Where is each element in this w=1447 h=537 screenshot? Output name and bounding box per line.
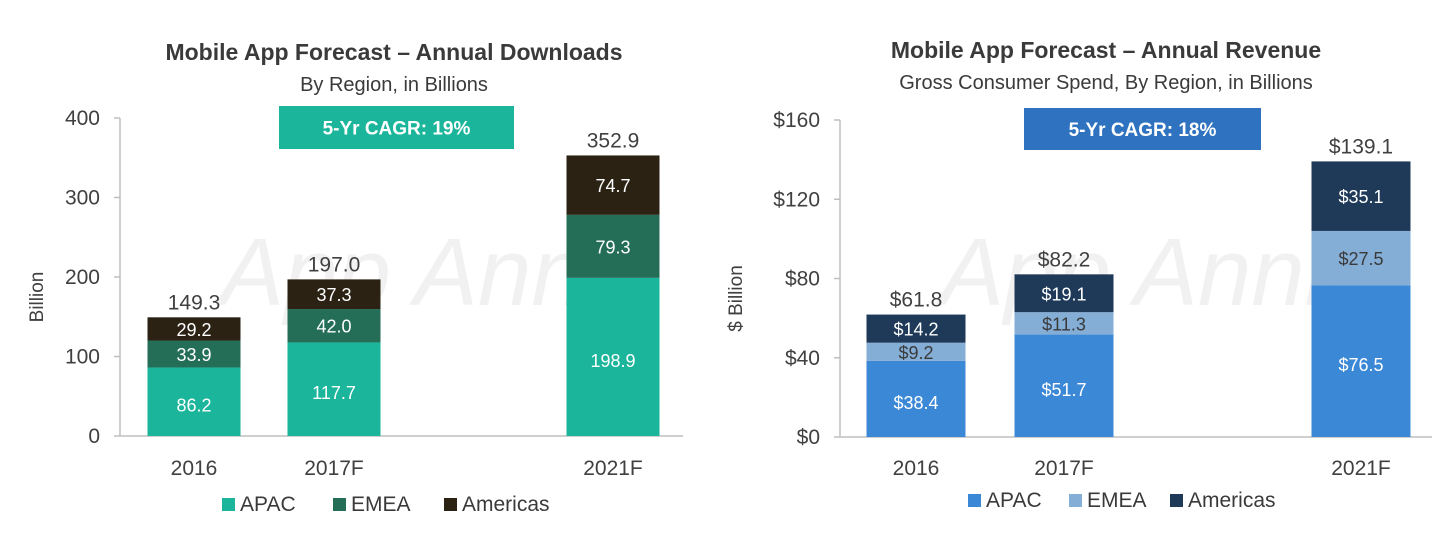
bar-segment-americas-2017f <box>1014 274 1114 313</box>
y-axis-label: Billion <box>27 272 48 323</box>
bar-segment-americas-2016 <box>866 314 966 343</box>
bar-value-label: 79.3 <box>595 237 630 257</box>
y-tick-label: 200 <box>65 266 100 289</box>
bar-segment-emea-2016 <box>147 340 241 368</box>
y-tick-label: 0 <box>88 425 100 448</box>
bar-value-label: 198.9 <box>590 351 635 371</box>
bar-value-label: 117.7 <box>312 383 356 403</box>
bar-segment-emea-2016 <box>866 342 966 361</box>
bar-value-label: 74.7 <box>595 176 630 196</box>
x-category-label: 2016 <box>171 457 218 480</box>
x-category-label: 2021F <box>583 457 643 480</box>
x-category-label: 2016 <box>893 457 940 480</box>
legend-label-emea: EMEA <box>351 493 411 516</box>
bar-segment-emea-2021f <box>566 214 660 278</box>
legend-label-apac: APAC <box>240 493 296 516</box>
legend-swatch-emea <box>1069 494 1082 507</box>
bar-segment-emea-2017f <box>1014 312 1114 335</box>
bar-total-label: $82.2 <box>1038 248 1091 271</box>
x-category-label: 2017F <box>304 457 364 480</box>
bar-total-label: $61.8 <box>890 289 943 312</box>
legend-label-emea: EMEA <box>1087 489 1147 512</box>
bar-value-label: 86.2 <box>176 396 211 416</box>
legend-swatch-americas <box>444 498 457 511</box>
bar-value-label: 37.3 <box>316 285 351 305</box>
bar-value-label: $38.4 <box>893 393 938 413</box>
bar-value-label: 29.2 <box>176 320 211 340</box>
chart-subtitle: Gross Consumer Spend, By Region, in Bill… <box>899 72 1313 94</box>
y-tick-label: 300 <box>65 187 100 210</box>
bar-total-label: $139.1 <box>1329 135 1393 158</box>
legend-label-americas: Americas <box>462 493 550 516</box>
bar-segment-americas-2016 <box>147 317 241 341</box>
bar-value-label: $51.7 <box>1041 380 1086 400</box>
y-axis-label: $ Billion <box>726 265 747 332</box>
y-tick-label: $80 <box>785 268 820 291</box>
bar-value-label: $76.5 <box>1338 355 1383 375</box>
bar-total-label: 352.9 <box>587 129 640 152</box>
y-tick-label: 400 <box>65 107 100 130</box>
bar-value-label: $27.5 <box>1338 249 1383 269</box>
legend-swatch-apac <box>968 494 981 507</box>
y-tick-label: $160 <box>773 109 820 132</box>
bar-segment-apac-2016 <box>866 360 966 437</box>
bar-segment-apac-2017f <box>1014 334 1114 437</box>
cagr-badge <box>1024 108 1261 150</box>
chart-subtitle: By Region, in Billions <box>300 74 488 96</box>
bar-segment-apac-2021f <box>1311 285 1411 437</box>
bar-value-label: $35.1 <box>1338 187 1383 207</box>
bar-value-label: $14.2 <box>893 320 938 340</box>
watermark-text: App Annie <box>935 219 1379 326</box>
bar-segment-emea-2021f <box>1311 230 1411 286</box>
legend-swatch-americas <box>1170 494 1183 507</box>
bar-segment-americas-2017f <box>287 279 381 310</box>
bar-segment-apac-2016 <box>147 367 241 436</box>
cagr-badge-label: 5-Yr CAGR: 19% <box>323 119 471 140</box>
bar-segment-americas-2021f <box>1311 161 1411 231</box>
bar-value-label: $9.2 <box>898 343 933 363</box>
bar-segment-apac-2021f <box>566 277 660 436</box>
bar-value-label: $19.1 <box>1041 284 1086 304</box>
legend-swatch-apac <box>222 498 235 511</box>
bar-segment-americas-2021f <box>566 155 660 215</box>
chart-panel-revenue: App Annie Mobile App Forecast – Annual Re… <box>726 37 1432 512</box>
cagr-badge-label: 5-Yr CAGR: 18% <box>1069 120 1217 141</box>
legend-label-americas: Americas <box>1188 489 1276 512</box>
chart-title: Mobile App Forecast – Annual Downloads <box>165 39 622 65</box>
bar-value-label: 42.0 <box>316 317 351 337</box>
chart-title: Mobile App Forecast – Annual Revenue <box>891 37 1321 63</box>
bar-value-label: 33.9 <box>176 345 211 365</box>
y-tick-label: $0 <box>797 426 820 449</box>
x-category-label: 2021F <box>1331 457 1391 480</box>
legend-swatch-emea <box>333 498 346 511</box>
bar-segment-apac-2017f <box>287 342 381 436</box>
bar-value-label: $11.3 <box>1042 314 1086 334</box>
y-tick-label: 100 <box>65 346 100 369</box>
bar-segment-emea-2017f <box>287 309 381 343</box>
bar-total-label: 149.3 <box>168 291 221 314</box>
legend-label-apac: APAC <box>986 489 1042 512</box>
y-tick-label: $120 <box>773 188 820 211</box>
bar-total-label: 197.0 <box>308 253 361 276</box>
cagr-badge <box>279 106 514 149</box>
x-category-label: 2017F <box>1034 457 1094 480</box>
y-tick-label: $40 <box>785 347 820 370</box>
